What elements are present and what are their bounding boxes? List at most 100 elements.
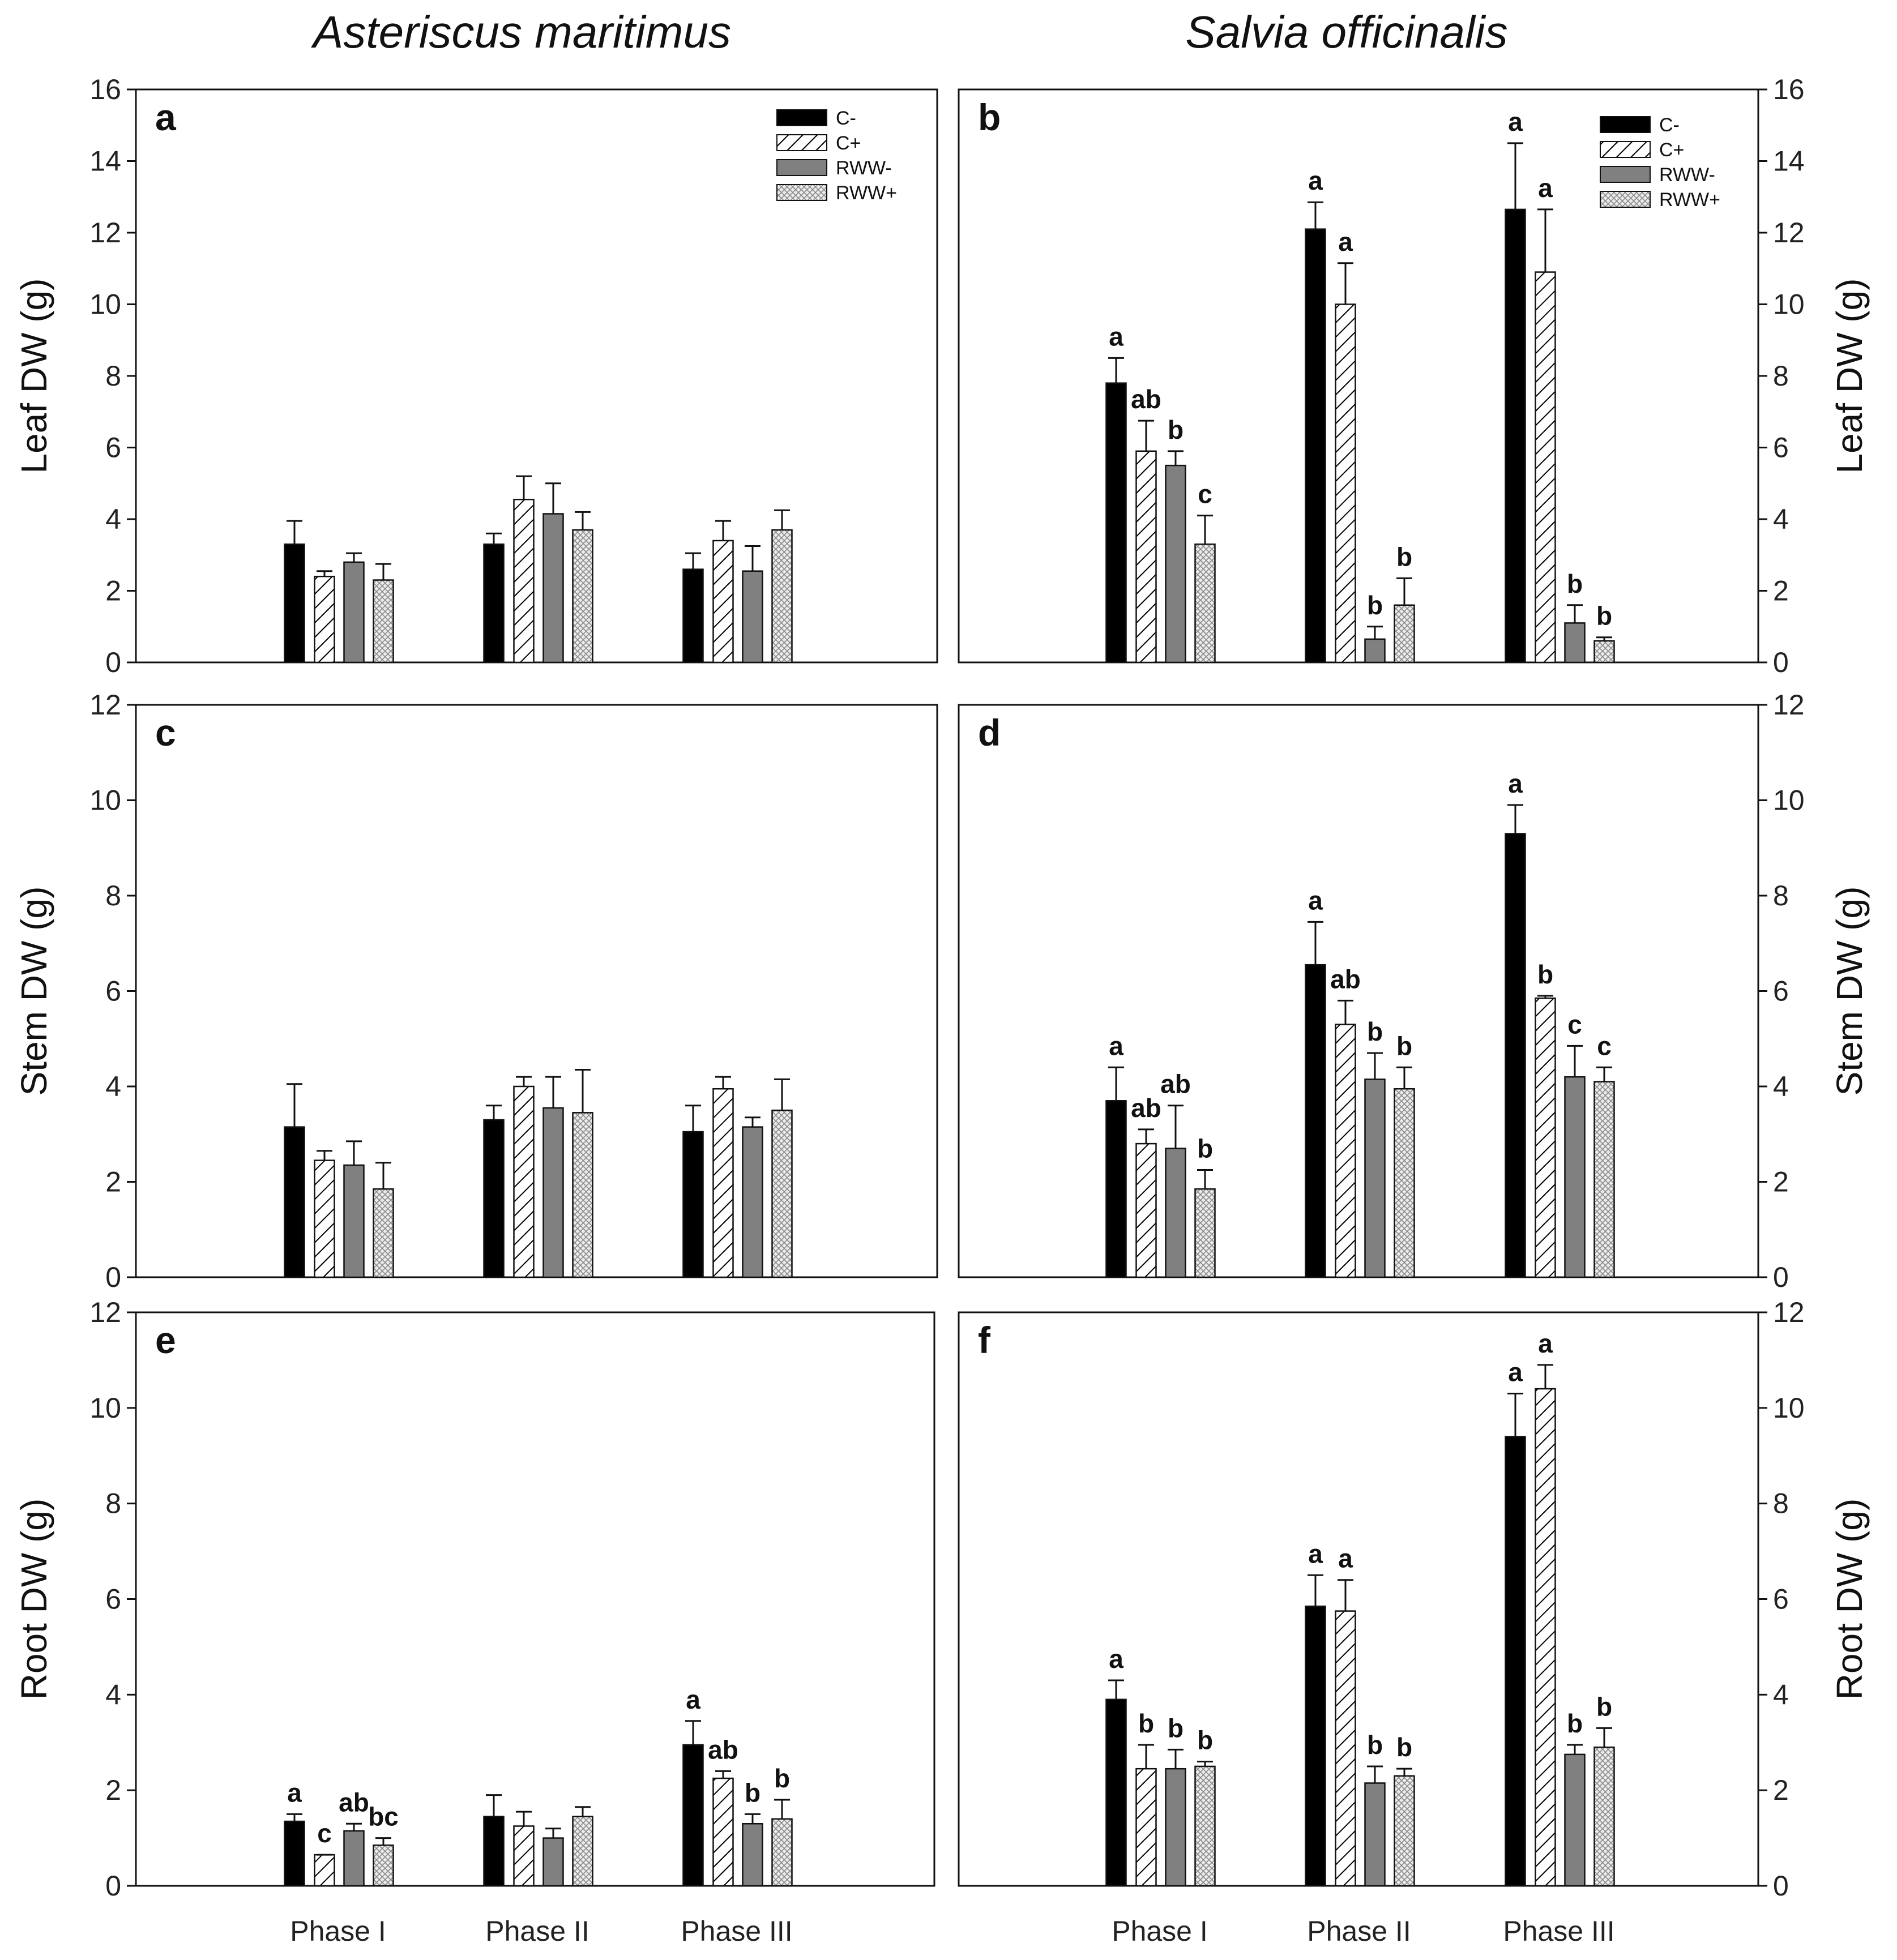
significance-letter: a — [1308, 166, 1323, 195]
y-tick-label: 0 — [1773, 647, 1789, 678]
bar-RWW+-Phase-III — [771, 1109, 793, 1278]
significance-letter: b — [1367, 1017, 1383, 1046]
bar-RWW--Phase-II — [542, 1107, 564, 1278]
bar-C--Phase-II — [483, 1119, 505, 1278]
significance-letter: b — [1168, 1713, 1184, 1743]
significance-letter: ab — [339, 1787, 369, 1817]
y-tick-label: 4 — [1773, 1071, 1789, 1102]
bar-RWW+-Phase-I — [373, 579, 394, 664]
bar-C+-Phase-III — [712, 540, 734, 664]
chart-panel-a: 0 2 4 6 8 10 12 14 16 Leaf DW (g) a C- C+ RWW- RWW+ — [14, 74, 938, 678]
significance-letter: a — [1508, 769, 1523, 798]
legend-swatch-RWW+ — [1600, 191, 1651, 208]
y-tick-label: 2 — [105, 1166, 121, 1198]
y-tick-label: 12 — [1773, 1296, 1805, 1328]
y-tick-label: 14 — [89, 145, 121, 177]
bar-C+-Phase-III — [712, 1088, 734, 1278]
legend: C- C+ RWW- RWW+ — [776, 108, 897, 204]
bar-RWW--Phase-III — [1564, 1076, 1586, 1278]
bar-C+-Phase-II — [513, 1825, 535, 1887]
bar-C--Phase-I — [1105, 382, 1127, 664]
significance-letter: a — [1538, 1329, 1553, 1358]
significance-letter: c — [1198, 480, 1212, 509]
bar-RWW--Phase-III — [742, 1823, 763, 1887]
bar-RWW+-Phase-I — [373, 1188, 394, 1278]
significance-letter: c — [317, 1818, 332, 1848]
y-tick-label: 10 — [89, 1392, 121, 1424]
significance-letter: a — [1508, 1358, 1523, 1387]
y-tick-label: 10 — [89, 785, 121, 816]
bar-C+-Phase-II — [1335, 1610, 1356, 1887]
bar-C+-Phase-I — [314, 1159, 335, 1278]
bar-RWW--Phase-I — [1165, 464, 1186, 664]
bar-C--Phase-III — [1505, 833, 1526, 1278]
panel-letter: f — [978, 1319, 991, 1361]
bar-C--Phase-II — [1305, 1605, 1326, 1887]
significance-letter: a — [1538, 173, 1553, 203]
bar-RWW--Phase-II — [1364, 1782, 1386, 1887]
legend-label: RWW+ — [836, 182, 897, 204]
legend: C- C+ RWW- RWW+ — [1600, 114, 1720, 211]
bar-RWW+-Phase-II — [1394, 1775, 1415, 1887]
y-tick-label: 6 — [105, 432, 121, 464]
y-tick-label: 2 — [1773, 1774, 1789, 1806]
bar-C+-Phase-III — [712, 1777, 734, 1887]
significance-letter: b — [1567, 1709, 1583, 1738]
bar-C+-Phase-II — [1335, 303, 1356, 664]
significance-letter: b — [1367, 1730, 1383, 1760]
panel-letter: a — [155, 96, 177, 138]
significance-letter: ab — [1131, 1093, 1161, 1123]
bar-C--Phase-III — [1505, 208, 1526, 664]
y-tick-label: 0 — [105, 647, 121, 678]
x-category-label: Phase II — [1307, 1915, 1411, 1947]
significance-letter: ab — [1131, 384, 1161, 414]
significance-letter: a — [1338, 227, 1353, 256]
y-tick-label: 8 — [105, 1488, 121, 1520]
significance-letter: b — [1367, 590, 1383, 620]
y-tick-label: 10 — [1773, 1392, 1805, 1424]
plot-frame — [958, 1311, 1759, 1887]
bar-RWW+-Phase-I — [1194, 544, 1216, 664]
plot-frame — [135, 704, 938, 1278]
legend-swatch-C+ — [776, 134, 827, 151]
bar-C--Phase-II — [1305, 964, 1326, 1278]
bar-RWW--Phase-III — [1564, 622, 1586, 664]
y-axis-label: Root DW (g) — [14, 1499, 54, 1700]
significance-letter: b — [745, 1778, 760, 1807]
bar-C+-Phase-III — [1535, 997, 1556, 1278]
legend-swatch-RWW+ — [776, 184, 827, 201]
y-tick-label: 6 — [1773, 432, 1789, 464]
significance-letter: b — [1596, 1692, 1612, 1721]
bar-RWW--Phase-I — [1165, 1148, 1186, 1278]
bar-RWW--Phase-I — [343, 1164, 365, 1278]
bar-RWW--Phase-I — [343, 1830, 365, 1887]
significance-letter: ab — [1330, 964, 1361, 994]
bar-RWW+-Phase-II — [1394, 1088, 1415, 1278]
y-tick-label: 10 — [89, 289, 121, 320]
bar-RWW--Phase-I — [343, 561, 365, 664]
bar-C+-Phase-II — [513, 1085, 535, 1278]
significance-letter: b — [1168, 415, 1184, 444]
y-tick-label: 8 — [105, 360, 121, 392]
bar-C+-Phase-II — [513, 498, 535, 664]
y-axis-label: Leaf DW (g) — [1829, 279, 1870, 474]
y-tick-label: 4 — [105, 503, 121, 535]
bar-C+-Phase-III — [1535, 271, 1556, 664]
y-tick-label: 4 — [105, 1071, 121, 1102]
significance-letter: b — [1396, 1031, 1412, 1060]
bar-C--Phase-I — [284, 544, 305, 664]
significance-letter: c — [1597, 1031, 1612, 1060]
y-tick-label: 6 — [105, 975, 121, 1007]
significance-letter: b — [774, 1764, 790, 1793]
bar-C--Phase-I — [284, 1820, 305, 1887]
y-tick-label: 10 — [1773, 289, 1805, 320]
legend-label: RWW- — [1659, 164, 1715, 186]
y-tick-label: 6 — [1773, 1584, 1789, 1615]
legend-swatch-RWW- — [776, 159, 827, 176]
chart-panel-c: 0 2 4 6 8 10 12 Stem DW (g) c — [14, 689, 938, 1293]
significance-letter: a — [1338, 1544, 1353, 1573]
y-tick-label: 12 — [89, 1296, 121, 1328]
x-category-label: Phase I — [290, 1915, 386, 1947]
